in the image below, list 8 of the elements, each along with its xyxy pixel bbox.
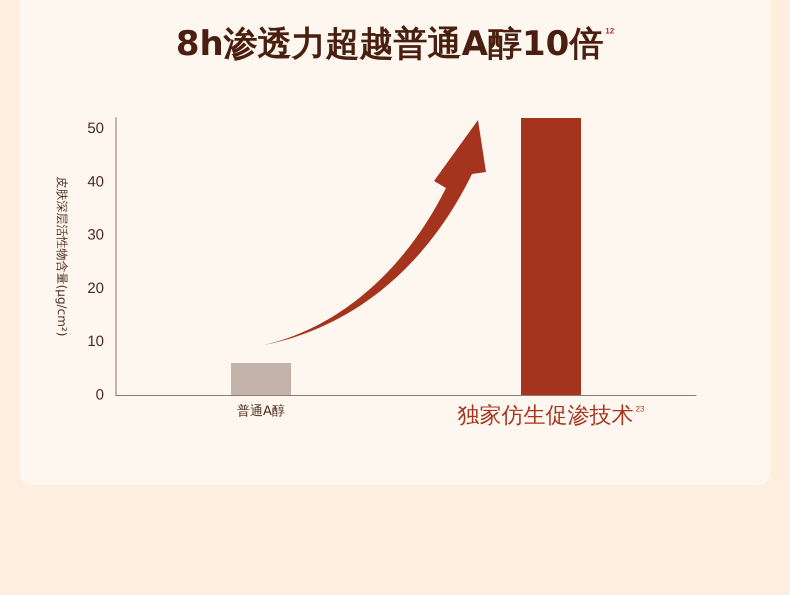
y-tick-label: 20 <box>87 280 104 297</box>
y-tick-label: 30 <box>87 226 104 244</box>
y-tick-label: 0 <box>96 386 104 404</box>
y-tick-label: 40 <box>87 173 104 190</box>
y-tick-label: 50 <box>87 120 104 138</box>
x-tick-label: 普通A醇 <box>237 403 285 419</box>
y-axis-title: 皮肤深层活性物含量(μg/cm²) <box>55 176 69 336</box>
y-tick-label: 10 <box>87 333 104 350</box>
